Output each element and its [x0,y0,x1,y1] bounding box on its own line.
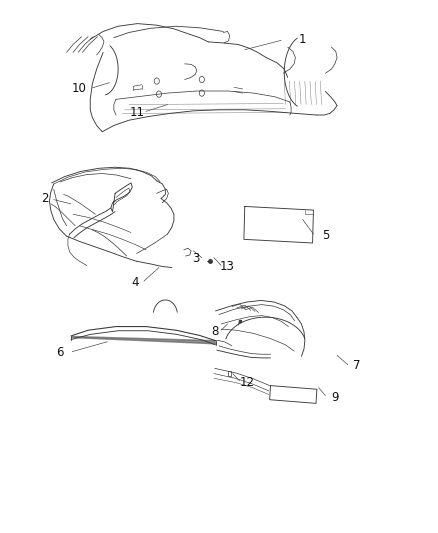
Text: 5: 5 [323,229,330,241]
Text: 3: 3 [192,252,199,265]
Text: 11: 11 [130,106,145,119]
Text: 4: 4 [131,276,139,289]
Text: 13: 13 [220,260,235,273]
Text: 1: 1 [299,33,307,46]
Text: 2: 2 [42,192,49,205]
Text: 6: 6 [57,346,64,359]
Text: 12: 12 [240,376,254,389]
Text: 8: 8 [211,325,219,338]
Text: 10: 10 [72,83,87,95]
Polygon shape [72,336,215,344]
Text: 9: 9 [331,391,339,403]
Text: 7: 7 [353,359,360,372]
Polygon shape [72,336,215,344]
